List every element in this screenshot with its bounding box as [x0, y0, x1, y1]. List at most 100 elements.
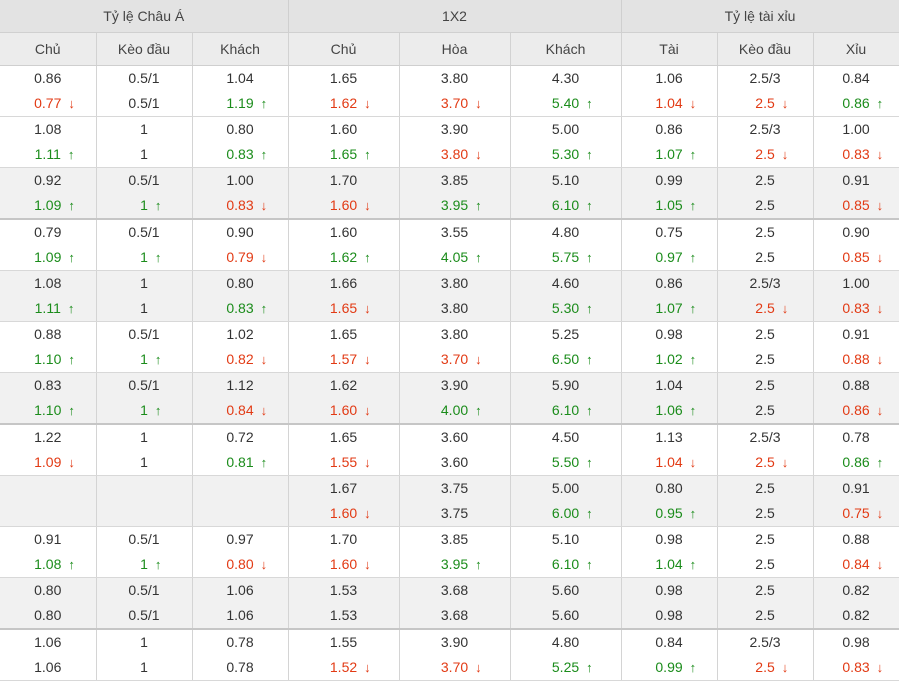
live-odds: 0.83 ↑	[193, 296, 288, 321]
odds-value: 1.06	[655, 402, 683, 418]
live-odds: 0.80	[0, 603, 96, 628]
opening-odds: 1.04	[193, 66, 288, 91]
live-odds: 3.75	[400, 501, 510, 526]
arrow-up-icon: ↑	[689, 250, 697, 265]
odds-value: 3.55	[440, 224, 469, 240]
odds-value: 0.78	[226, 659, 254, 675]
arrow-up-icon: ↑	[586, 147, 593, 162]
opening-odds: 1.06	[0, 630, 96, 655]
opening-odds: 0.5/1	[97, 220, 192, 245]
opening-odds: 0.86	[622, 271, 717, 296]
odds-value: 1	[140, 275, 148, 291]
live-odds: 2.5	[718, 603, 813, 628]
live-odds: 1.57 ↓	[289, 347, 399, 372]
odds-value: 0.95	[655, 505, 683, 521]
opening-odds: 1.00	[193, 168, 288, 193]
odds-cell-1x2-home: 1.65 1.62 ↓	[288, 65, 400, 117]
arrow-up-icon: ↑	[876, 455, 884, 470]
arrow-down-icon: ↓	[781, 147, 789, 162]
odds-value: 3.70	[440, 351, 469, 367]
odds-cell-total-line: 2.5 2.5	[717, 526, 814, 578]
odds-value: 0.85	[842, 197, 870, 213]
odds-value: 0.83	[842, 146, 870, 162]
live-odds: 1 ↑	[97, 245, 192, 270]
arrow-up-icon: ↑	[364, 250, 371, 265]
table-row: 1.08 1.11 ↑ 1 1 0.80 0.83 ↑ 1.66 1.65 ↓ 3.80 3.80 4.6…	[0, 270, 899, 322]
live-odds: 0.5/1	[97, 91, 192, 116]
live-odds: 1.09 ↑	[0, 245, 96, 270]
odds-value: 2.5/3	[749, 634, 781, 650]
arrow-down-icon: ↓	[475, 660, 482, 675]
opening-odds: 0.86	[0, 66, 96, 91]
odds-cell-1x2-draw: 3.90 3.80 ↓	[399, 116, 511, 168]
odds-cell-total-line: 2.5/3 2.5 ↓	[717, 423, 814, 476]
live-odds: 6.10 ↑	[511, 398, 621, 423]
live-odds: 3.80 ↓	[400, 142, 510, 167]
live-odds: 0.88 ↓	[814, 347, 899, 372]
odds-value: 0.88	[842, 351, 870, 367]
column-header-over: Tài	[621, 32, 718, 66]
live-odds: 6.00 ↑	[511, 501, 621, 526]
odds-cell-1x2-draw: 3.90 4.00 ↑	[399, 372, 511, 425]
odds-value: 3.95	[440, 556, 469, 572]
table-row: 1.06 1.06 1 1 0.78 0.78 1.55 1.52 ↓ 3.90 3.70 ↓ 4.80…	[0, 628, 899, 681]
odds-value: 5.10	[551, 531, 580, 547]
odds-value: 0.98	[655, 582, 683, 598]
opening-odds: 0.82	[814, 578, 899, 603]
live-odds: 0.77 ↓	[0, 91, 96, 116]
odds-value: 5.00	[551, 480, 580, 496]
odds-value: 1.60	[329, 224, 358, 240]
opening-odds: 0.98	[622, 322, 717, 347]
live-odds: 3.68	[400, 603, 510, 628]
odds-value: 2.5	[755, 377, 775, 393]
odds-cell-total-line: 2.5/3 2.5 ↓	[717, 628, 814, 681]
opening-odds: 3.85	[400, 527, 510, 552]
odds-value: 1.62	[329, 95, 358, 111]
opening-odds: 2.5	[718, 476, 813, 501]
odds-value: 0.91	[34, 531, 62, 547]
odds-value: 0.80	[34, 607, 62, 623]
live-odds: 5.60	[511, 603, 621, 628]
opening-odds: 1.06	[622, 66, 717, 91]
odds-value: 3.60	[440, 454, 469, 470]
arrow-up-icon: ↑	[475, 403, 482, 418]
opening-odds: 1.67	[289, 476, 399, 501]
arrow-up-icon: ↑	[260, 96, 268, 111]
odds-value: 1.06	[655, 70, 683, 86]
odds-value: 1.08	[34, 556, 62, 572]
arrow-up-icon: ↑	[475, 250, 482, 265]
odds-cell-home: 0.86 0.77 ↓	[0, 65, 97, 117]
odds-value: 0.83	[226, 146, 254, 162]
odds-value: 1.13	[655, 429, 683, 445]
live-odds: 4.05 ↑	[400, 245, 510, 270]
odds-value: 1.08	[34, 121, 62, 137]
live-odds: 1.11 ↑	[0, 142, 96, 167]
opening-odds: 0.91	[0, 527, 96, 552]
odds-value: 0.86	[34, 70, 62, 86]
odds-cell-under: 0.88 0.84 ↓	[813, 526, 899, 578]
odds-value: 1	[140, 146, 148, 162]
live-odds: 1 ↑	[97, 347, 192, 372]
arrow-up-icon: ↑	[586, 557, 593, 572]
opening-odds: 2.5/3	[718, 117, 813, 142]
arrow-up-icon: ↑	[689, 352, 697, 367]
live-odds: 2.5 ↓	[718, 296, 813, 321]
odds-value: 2.5	[755, 531, 775, 547]
odds-value: 0.86	[842, 454, 870, 470]
arrow-up-icon: ↑	[586, 96, 593, 111]
odds-value: 3.80	[440, 146, 469, 162]
odds-value: 3.95	[440, 197, 469, 213]
arrow-down-icon: ↓	[364, 352, 371, 367]
odds-value: 5.50	[551, 454, 580, 470]
odds-value: 0.91	[842, 480, 870, 496]
odds-cell-away: 1.06 1.06	[192, 577, 289, 630]
group-header-1x2: 1X2	[288, 0, 622, 33]
odds-value: 0.88	[842, 377, 870, 393]
live-odds: 0.86 ↓	[814, 398, 899, 423]
table-row: 1.22 1.09 ↓ 1 1 0.72 0.81 ↑ 1.65 1.55 ↓ 3.60 3.60 4.5…	[0, 423, 899, 476]
odds-cell-total-line: 2.5/3 2.5 ↓	[717, 270, 814, 322]
odds-value: 1.08	[34, 275, 62, 291]
arrow-down-icon: ↓	[781, 660, 789, 675]
odds-value: 1.09	[34, 197, 62, 213]
